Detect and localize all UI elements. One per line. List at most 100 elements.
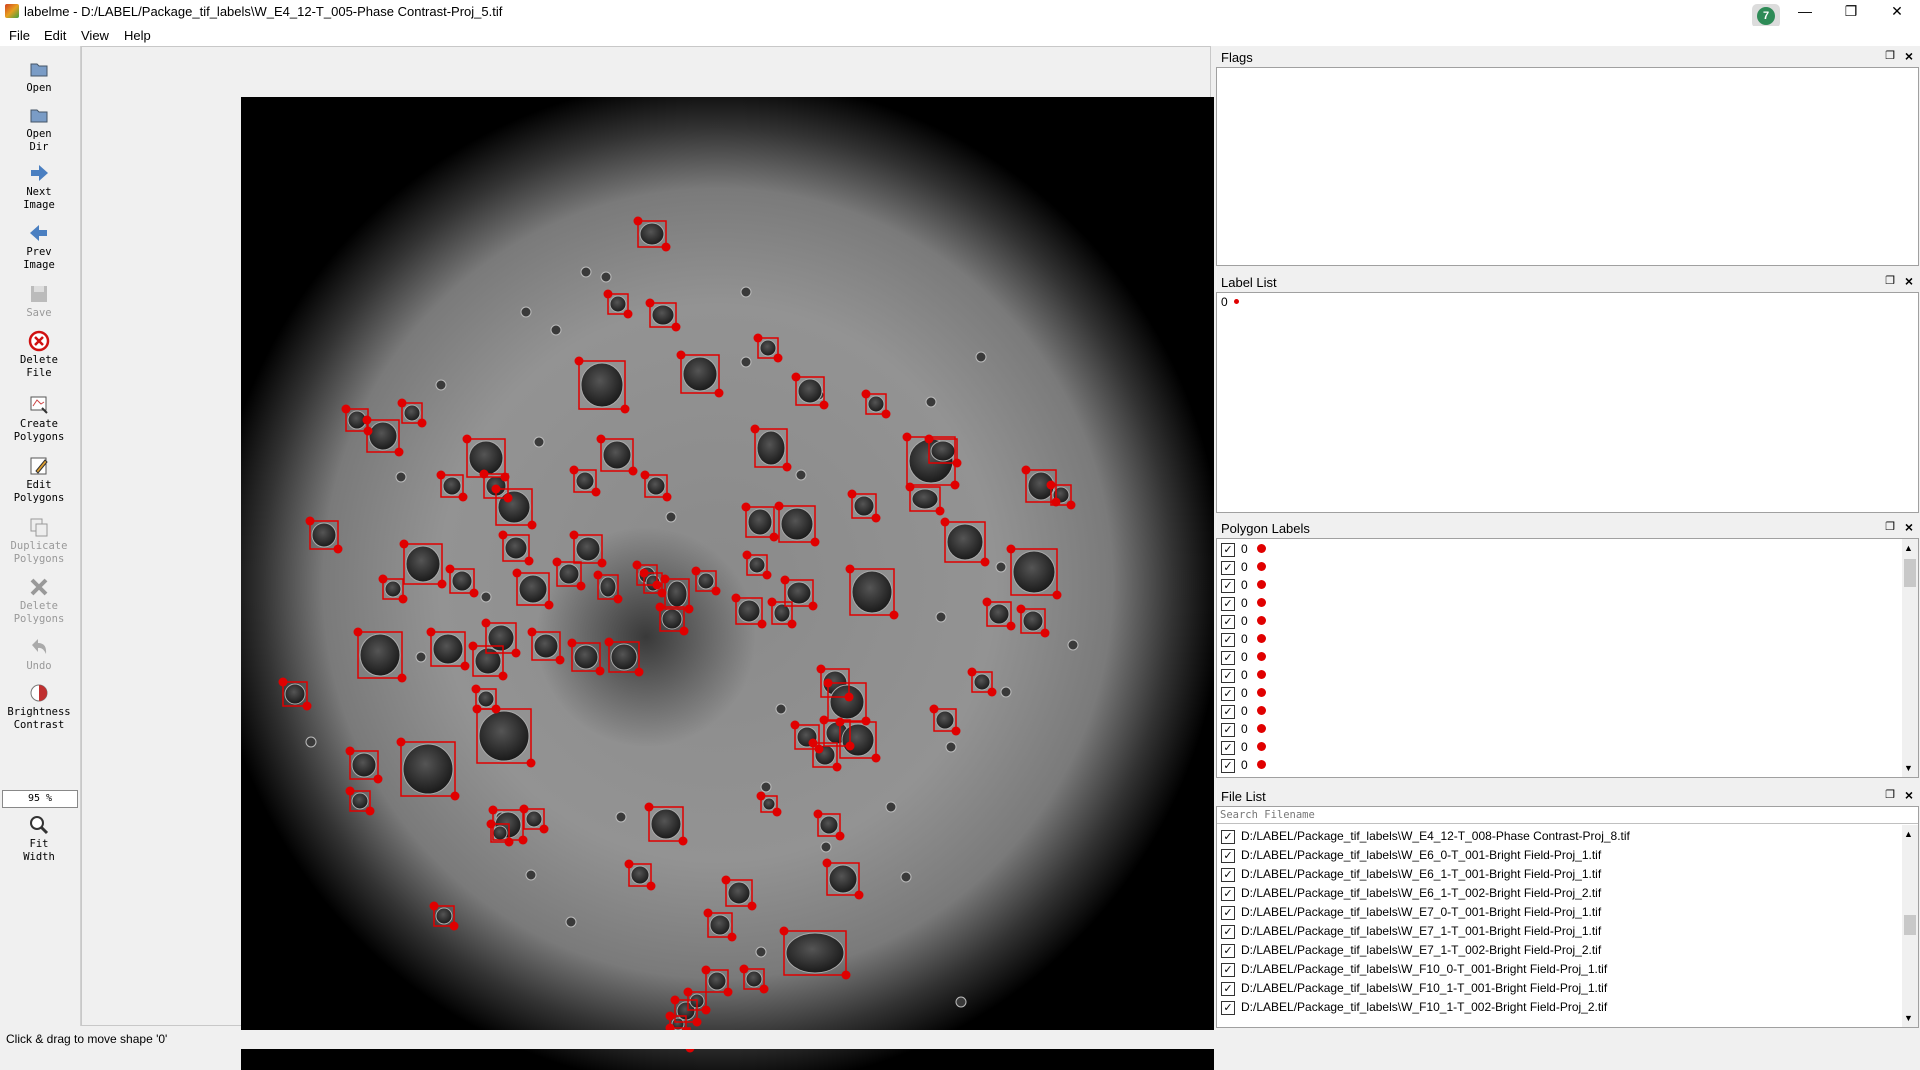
checkbox[interactable]: ✓ xyxy=(1221,705,1235,719)
scroll-up-icon[interactable]: ▲ xyxy=(1904,543,1913,553)
checkbox[interactable]: ✓ xyxy=(1221,561,1235,575)
bounding-box[interactable] xyxy=(731,593,767,629)
bounding-box[interactable] xyxy=(362,415,404,457)
bounding-box[interactable] xyxy=(479,469,513,503)
float-icon[interactable]: ❐ xyxy=(1885,50,1895,62)
bounding-box[interactable] xyxy=(676,350,724,398)
checkbox[interactable]: ✓ xyxy=(1221,944,1235,958)
bounding-box[interactable] xyxy=(691,566,721,596)
bounding-box[interactable] xyxy=(655,602,689,636)
bounding-box[interactable] xyxy=(519,804,549,834)
undo-button[interactable]: Undo xyxy=(0,636,78,673)
flags-list[interactable] xyxy=(1216,67,1919,266)
scroll-down-icon[interactable]: ▼ xyxy=(1904,1013,1913,1023)
bounding-box[interactable] xyxy=(624,859,656,891)
minimize-button[interactable]: — xyxy=(1798,3,1812,19)
scroll-up-icon[interactable]: ▲ xyxy=(1904,829,1913,839)
edit-polygons-button[interactable]: Edit Polygons xyxy=(0,455,78,505)
bounding-box[interactable] xyxy=(468,641,508,681)
bounding-box[interactable] xyxy=(345,746,383,784)
checkbox[interactable]: ✓ xyxy=(1221,723,1235,737)
bounding-box[interactable] xyxy=(596,434,638,476)
checkbox[interactable]: ✓ xyxy=(1221,906,1235,920)
bounding-box[interactable] xyxy=(426,627,470,671)
close-icon[interactable]: × xyxy=(1904,48,1913,64)
checkbox[interactable]: ✓ xyxy=(1221,1001,1235,1015)
bounding-box[interactable] xyxy=(644,802,688,846)
bounding-box[interactable] xyxy=(574,356,630,414)
checkbox[interactable]: ✓ xyxy=(1221,633,1235,647)
bounding-box[interactable] xyxy=(569,465,601,497)
checkbox[interactable]: ✓ xyxy=(1221,615,1235,629)
bounding-box[interactable] xyxy=(823,678,871,726)
delete-polygons-button[interactable]: Delete Polygons xyxy=(0,576,78,626)
bounding-box[interactable] xyxy=(1046,480,1076,510)
bounding-box[interactable] xyxy=(353,627,407,683)
float-icon[interactable]: ❐ xyxy=(1885,275,1895,287)
polygon-labels-list[interactable]: ▲ ▼ ✓ 0 ✓ 0 ✓ 0 ✓ 0 ✓ 0 ✓ 0 ✓ 0 ✓ 0 ✓ 0 ✓ 0 ✓ 0 ✓ 0 ✓ 0 xyxy=(1216,538,1919,778)
annotation-layer[interactable] xyxy=(241,97,1214,1070)
bounding-box[interactable] xyxy=(774,501,820,547)
checkbox[interactable]: ✓ xyxy=(1221,759,1235,773)
checkbox[interactable]: ✓ xyxy=(1221,868,1235,882)
close-icon[interactable]: × xyxy=(1904,787,1913,803)
bounding-box[interactable] xyxy=(683,987,711,1015)
checkbox[interactable]: ✓ xyxy=(1221,830,1235,844)
bounding-box[interactable] xyxy=(835,717,881,763)
bounding-box[interactable] xyxy=(345,786,375,816)
bounding-box[interactable] xyxy=(701,965,733,997)
scrollbar[interactable]: ▲ ▼ xyxy=(1902,539,1918,777)
bounding-box[interactable] xyxy=(305,516,343,554)
bounding-box[interactable] xyxy=(481,618,521,658)
bounding-box[interactable] xyxy=(527,627,565,665)
checkbox[interactable]: ✓ xyxy=(1221,982,1235,996)
close-window-button[interactable]: ✕ xyxy=(1891,3,1903,19)
bounding-box[interactable] xyxy=(750,424,792,472)
bounding-box[interactable] xyxy=(512,568,554,610)
bounding-box[interactable] xyxy=(861,389,891,419)
bounding-box[interactable] xyxy=(756,791,782,817)
checkbox[interactable]: ✓ xyxy=(1221,963,1235,977)
checkbox[interactable]: ✓ xyxy=(1221,651,1235,665)
bounding-box[interactable] xyxy=(567,638,605,676)
scroll-down-icon[interactable]: ▼ xyxy=(1904,763,1913,773)
bounding-box[interactable] xyxy=(397,398,427,428)
restore-button[interactable]: ❐ xyxy=(1844,3,1858,19)
checkbox[interactable]: ✓ xyxy=(1221,543,1235,557)
bounding-box[interactable] xyxy=(341,404,373,436)
bounding-box[interactable] xyxy=(445,564,479,598)
bounding-box[interactable] xyxy=(633,216,671,252)
bounding-box[interactable] xyxy=(491,484,537,530)
bounding-box[interactable] xyxy=(632,560,662,590)
checkbox[interactable]: ✓ xyxy=(1221,597,1235,611)
checkbox[interactable]: ✓ xyxy=(1221,669,1235,683)
bounding-box[interactable] xyxy=(660,574,694,614)
bounding-box[interactable] xyxy=(1006,544,1062,600)
checkbox[interactable]: ✓ xyxy=(1221,925,1235,939)
fit-width-button[interactable]: Fit Width xyxy=(0,814,78,864)
bounding-box[interactable] xyxy=(808,738,842,772)
checkbox[interactable]: ✓ xyxy=(1221,579,1235,593)
bounding-box[interactable] xyxy=(472,704,536,768)
bounding-box[interactable] xyxy=(790,720,824,754)
next-image-button[interactable]: Next Image xyxy=(0,162,78,212)
bounding-box[interactable] xyxy=(753,333,783,363)
bounding-box[interactable] xyxy=(1016,604,1050,638)
float-icon[interactable]: ❐ xyxy=(1885,521,1895,533)
notification-badge[interactable]: 7 xyxy=(1752,4,1780,28)
bounding-box[interactable] xyxy=(791,372,829,410)
scroll-thumb[interactable] xyxy=(1904,915,1916,935)
microscopy-image[interactable] xyxy=(241,97,1214,1070)
file-list[interactable]: Search Filename ▲ ▼ ✓ D:/LABEL/Package_ti… xyxy=(1216,806,1919,1028)
bounding-box[interactable] xyxy=(779,926,851,980)
open-button[interactable]: Open xyxy=(0,58,78,95)
bounding-box[interactable] xyxy=(905,482,945,516)
bounding-box[interactable] xyxy=(640,470,672,502)
zoom-level-input[interactable]: 95 % xyxy=(2,790,78,808)
close-icon[interactable]: × xyxy=(1904,273,1913,289)
save-button[interactable]: Save xyxy=(0,283,78,320)
bounding-box[interactable] xyxy=(278,677,312,711)
menu-help[interactable]: Help xyxy=(124,28,151,43)
bounding-box[interactable] xyxy=(967,667,997,697)
bounding-box[interactable] xyxy=(378,574,408,604)
